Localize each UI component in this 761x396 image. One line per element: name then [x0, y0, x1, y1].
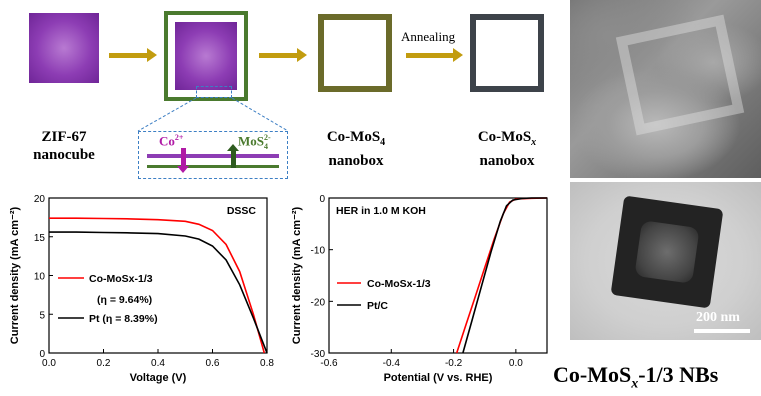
co-arrow-down-icon: [181, 148, 186, 166]
y-tick-label: 0: [319, 194, 325, 205]
inset-co-label: Co2+: [159, 133, 184, 149]
scale-bar: [694, 329, 750, 333]
co-mosx-nanobox: [470, 14, 544, 92]
interface-inset: Co2+ MoS42-: [138, 131, 288, 179]
legend-label-1: Co-MoSx-1/3: [367, 278, 431, 290]
y-tick-label: 20: [34, 194, 46, 205]
co-mos4-nanobox: [318, 14, 392, 92]
legend-label-1: Co-MoSx-1/3: [89, 273, 153, 285]
x-axis-label: Voltage (V): [130, 372, 187, 384]
inset-green-layer: [147, 165, 279, 168]
x-tick-label: 0.0: [42, 358, 56, 369]
y-tick-label: -20: [311, 297, 326, 308]
x-tick-label: 0.4: [151, 358, 165, 369]
y-tick-label: 5: [39, 310, 45, 321]
x-tick-label: -0.6: [320, 358, 338, 369]
legend-note-1: (η = 9.64%): [97, 294, 152, 306]
x-tick-label: -0.2: [445, 358, 463, 369]
sem-image: [570, 0, 761, 178]
sem-nanobox-edge: [615, 14, 745, 136]
x-tick-label: 0.2: [97, 358, 111, 369]
x-tick-label: -0.4: [383, 358, 401, 369]
plot-frame: [328, 197, 548, 354]
zoom-region-marker: [196, 86, 232, 98]
series-line-1: [455, 197, 548, 354]
series-line-2: [462, 197, 547, 354]
x-tick-label: 0.6: [206, 358, 220, 369]
y-tick-label: 15: [34, 233, 46, 244]
mos4-arrow-head: [227, 144, 239, 151]
chart-annotation: HER in 1.0 M KOH: [336, 205, 426, 217]
stage4-label: Co-MoSx nanobox: [477, 129, 537, 169]
scale-bar-label: 200 nm: [696, 310, 740, 325]
y-tick-label: -30: [311, 349, 326, 360]
chart-annotation: DSSC: [227, 205, 257, 217]
y-axis-label: Current density (mA cm⁻²): [9, 206, 21, 344]
legend-label-2: Pt (η = 8.39%): [89, 313, 158, 325]
x-tick-label: 0.0: [509, 358, 523, 369]
x-tick-label: 0.8: [260, 358, 274, 369]
y-tick-label: 10: [34, 272, 46, 283]
tem-nanobox-core: [634, 220, 700, 284]
dssc-jv-chart: 0.0 0.2 0.4 0.6 0.8 0 5 10 15 20 Voltage (V) Curren…: [9, 194, 274, 384]
legend-label-2: Pt/C: [367, 300, 388, 312]
stage1-label: ZIF-67 nanocube: [33, 129, 95, 163]
product-label: Co-MoSx-1/3 NBs: [553, 362, 719, 392]
inset-purple-layer: [147, 154, 279, 158]
zif67-nanocube: [29, 13, 99, 83]
series-line-1: [49, 217, 266, 354]
annealing-label: Annealing: [401, 29, 456, 44]
coated-nanocube-core: [175, 22, 237, 90]
x-axis-label: Potential (V vs. RHE): [384, 372, 493, 384]
inset-mos4-label: MoS42-: [238, 133, 271, 151]
y-axis-label: Current density (mA cm⁻²): [291, 206, 303, 344]
her-polarization-chart: -0.6 -0.4 -0.2 0.0 0 -10 -20 -30 Potential (V vs…: [291, 194, 548, 384]
co-arrow-head: [177, 166, 189, 173]
arrow-3: [406, 48, 463, 62]
y-tick-label: 0: [39, 349, 45, 360]
mos4-arrow-up-icon: [231, 151, 236, 168]
stage3-label: Co-MoS4 nanobox: [326, 129, 386, 169]
tem-image: 200 nm: [570, 182, 761, 340]
arrow-2: [259, 48, 307, 62]
arrow-1: [109, 48, 157, 62]
series-line-2: [49, 231, 268, 354]
y-tick-label: -10: [311, 246, 326, 257]
